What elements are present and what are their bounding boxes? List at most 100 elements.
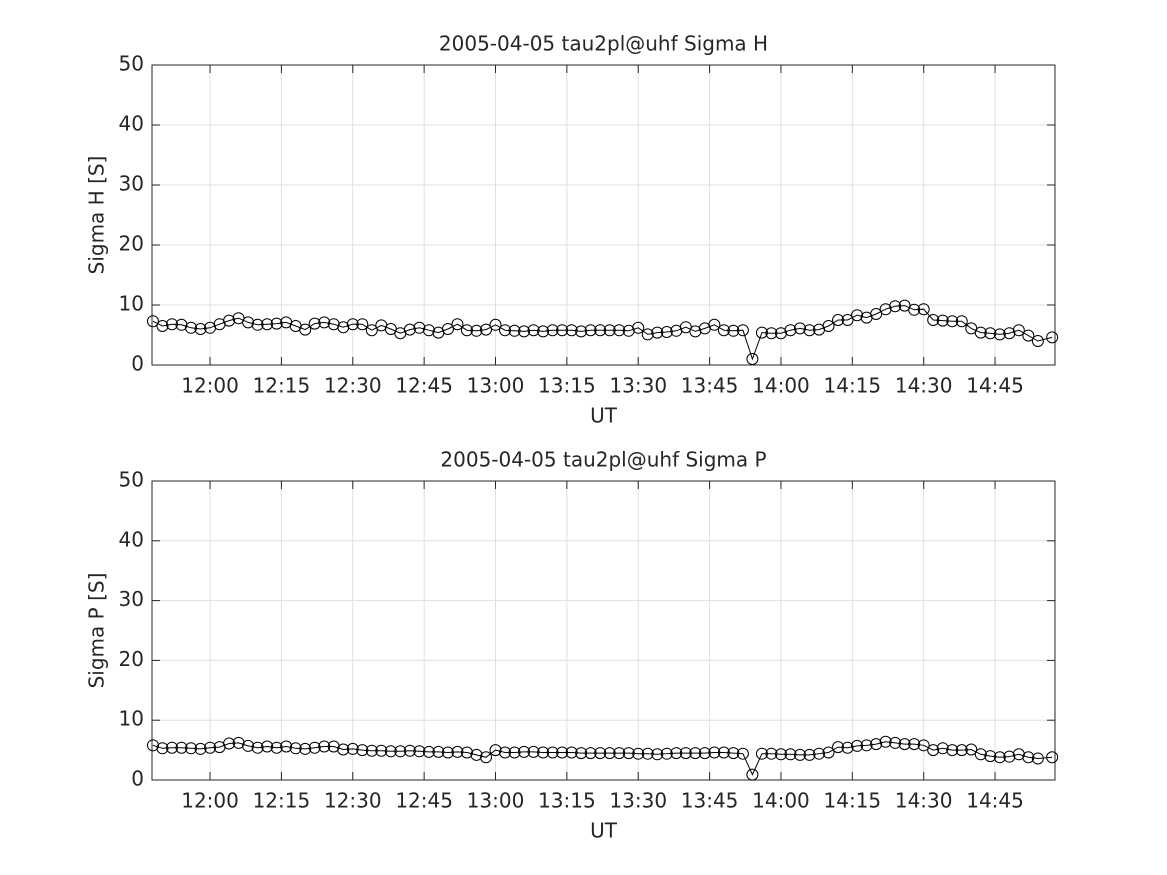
- data-marker: [851, 309, 864, 322]
- data-marker: [479, 323, 492, 336]
- data-marker: [432, 745, 445, 758]
- data-marker: [670, 747, 683, 760]
- data-marker: [356, 318, 369, 331]
- data-marker: [679, 747, 692, 760]
- x-tick-label: 12:30: [324, 374, 382, 398]
- data-marker: [946, 315, 959, 328]
- data-marker: [261, 318, 274, 331]
- x-tick-label: 12:15: [253, 374, 311, 398]
- x-tick-label: 14:45: [966, 374, 1024, 398]
- x-axis-label: UT: [590, 819, 618, 843]
- data-marker: [1022, 751, 1035, 764]
- data-marker: [927, 744, 940, 757]
- data-marker: [223, 314, 236, 327]
- y-tick-label: 20: [119, 232, 144, 256]
- data-marker: [165, 741, 178, 754]
- y-tick-label: 0: [131, 767, 144, 791]
- data-marker: [1022, 329, 1035, 342]
- data-marker: [841, 741, 854, 754]
- data-marker: [280, 740, 293, 753]
- data-marker: [584, 747, 597, 760]
- data-marker: [660, 747, 673, 760]
- data-marker: [575, 325, 588, 338]
- data-marker: [851, 739, 864, 752]
- data-marker: [251, 741, 264, 754]
- data-marker: [765, 747, 778, 760]
- y-axis-label: Sigma P [S]: [85, 573, 109, 689]
- y-tick-label: 0: [131, 352, 144, 376]
- y-tick-label: 50: [119, 468, 144, 492]
- x-tick-label: 12:45: [395, 374, 453, 398]
- data-marker: [194, 742, 207, 755]
- data-marker: [518, 745, 531, 758]
- data-marker: [251, 318, 264, 331]
- data-marker: [889, 300, 902, 313]
- data-marker: [613, 324, 626, 337]
- data-marker: [575, 747, 588, 760]
- data-marker: [499, 324, 512, 337]
- y-tick-label: 40: [119, 527, 144, 551]
- data-marker: [546, 746, 559, 759]
- data-line: [152, 741, 1053, 776]
- data-marker: [746, 768, 759, 781]
- data-marker: [974, 326, 987, 339]
- data-marker: [565, 324, 578, 337]
- x-tick-label: 12:00: [181, 789, 239, 813]
- x-tick-label: 13:00: [467, 374, 525, 398]
- data-marker: [165, 318, 178, 331]
- data-marker: [556, 324, 569, 337]
- data-marker: [641, 747, 654, 760]
- data-marker: [185, 321, 198, 334]
- data-marker: [908, 738, 921, 751]
- x-axis-label: UT: [590, 404, 618, 428]
- y-tick-label: 10: [119, 707, 144, 731]
- data-marker: [822, 746, 835, 759]
- data-marker: [422, 324, 435, 337]
- x-tick-label: 14:30: [895, 374, 953, 398]
- chart-title: 2005-04-05 tau2pl@uhf Sigma H: [439, 32, 768, 56]
- data-marker: [984, 327, 997, 340]
- data-marker: [917, 303, 930, 316]
- data-marker: [1031, 335, 1044, 347]
- data-marker: [793, 322, 806, 335]
- data-marker: [318, 316, 331, 329]
- data-marker: [527, 745, 540, 758]
- data-marker: [784, 748, 797, 761]
- x-tick-label: 14:45: [966, 789, 1024, 813]
- data-marker: [660, 326, 673, 338]
- data-marker: [308, 317, 321, 330]
- data-marker: [632, 747, 645, 760]
- data-marker: [974, 748, 987, 761]
- data-marker: [479, 751, 492, 764]
- data-marker: [270, 317, 283, 330]
- data-marker: [422, 745, 435, 758]
- data-marker: [755, 326, 768, 339]
- data-marker: [984, 750, 997, 763]
- y-tick-label: 30: [119, 172, 144, 196]
- x-tick-label: 12:45: [395, 789, 453, 813]
- data-marker: [813, 747, 826, 760]
- data-marker: [784, 324, 797, 337]
- data-marker: [308, 741, 321, 754]
- data-marker: [898, 738, 911, 751]
- data-marker: [755, 747, 768, 760]
- data-marker: [537, 325, 550, 338]
- data-marker: [641, 328, 654, 341]
- data-marker: [1003, 750, 1016, 763]
- data-marker: [727, 747, 740, 760]
- data-marker: [632, 321, 645, 334]
- data-marker: [955, 315, 968, 328]
- data-marker: [965, 743, 978, 756]
- x-tick-label: 14:30: [895, 789, 953, 813]
- data-marker: [613, 747, 626, 760]
- data-marker: [270, 741, 283, 754]
- data-marker: [594, 747, 607, 760]
- chart-title: 2005-04-05 tau2pl@uhf Sigma P: [440, 448, 766, 472]
- axes-frame: [151, 480, 1056, 781]
- data-marker: [736, 324, 749, 337]
- y-axis-label: Sigma H [S]: [85, 156, 109, 275]
- data-marker: [489, 318, 502, 331]
- x-tick-label: 14:15: [824, 374, 882, 398]
- data-marker: [156, 742, 169, 755]
- x-tick-label: 13:15: [538, 789, 596, 813]
